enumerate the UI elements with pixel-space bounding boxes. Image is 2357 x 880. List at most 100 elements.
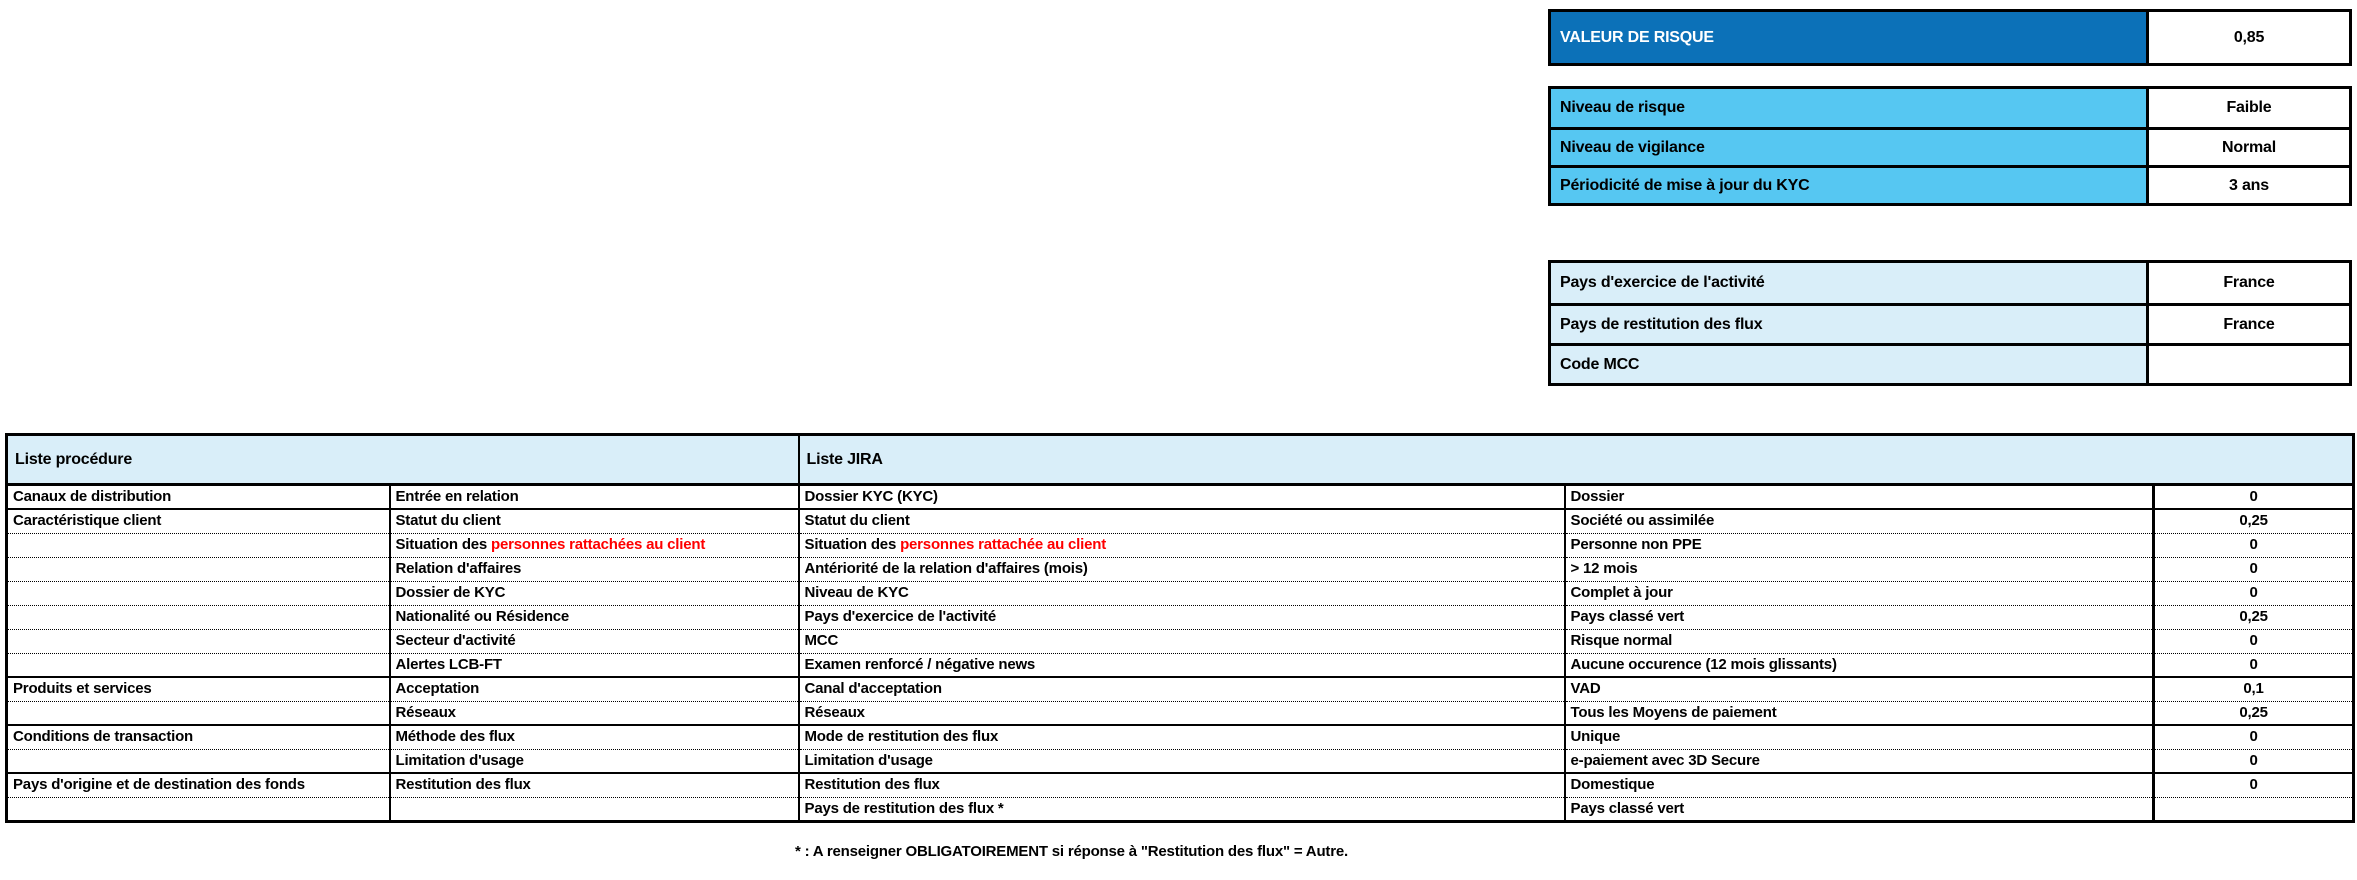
cell-jira[interactable]: Mode de restitution des flux (797, 724, 1565, 749)
risk-level-value-cell[interactable]: Faible (2149, 89, 2349, 127)
cell-value-text: Société ou assimilée (1570, 512, 1715, 530)
cell-value[interactable]: Société ou assimilée (1563, 508, 2154, 533)
cell-jira[interactable]: Restitution des flux (797, 772, 1565, 797)
cell-jira[interactable]: Niveau de KYC (797, 580, 1565, 605)
activity-country-label-cell[interactable]: Pays d'exercice de l'activité (1551, 263, 2149, 303)
cell-value[interactable]: Dossier (1563, 483, 2154, 509)
cell-procedure[interactable]: Entrée en relation (388, 483, 799, 509)
cell-category[interactable] (6, 556, 390, 581)
flux-country-value-cell[interactable]: France (2149, 306, 2349, 343)
cell-jira[interactable]: Pays de restitution des flux * (797, 796, 1565, 821)
cell-value[interactable]: Tous les Moyens de paiement (1563, 700, 2154, 725)
cell-jira[interactable]: Antériorité de la relation d'affaires (m… (797, 556, 1565, 581)
cell-score[interactable]: 0 (2152, 556, 2354, 581)
cell-procedure[interactable]: Relation d'affaires (388, 556, 799, 581)
cell-jira[interactable]: Limitation d'usage (797, 748, 1565, 773)
cell-category[interactable]: Conditions de transaction (6, 724, 390, 749)
cell-score[interactable]: 0 (2152, 580, 2354, 605)
cell-procedure[interactable] (388, 796, 799, 821)
cell-value[interactable]: Risque normal (1563, 628, 2154, 653)
cell-category[interactable] (6, 580, 390, 605)
cell-value[interactable]: Complet à jour (1563, 580, 2154, 605)
kyc-update-period-value-cell[interactable]: 3 ans (2149, 168, 2349, 203)
cell-value[interactable]: Pays classé vert (1563, 604, 2154, 629)
cell-procedure[interactable]: Statut du client (388, 508, 799, 533)
cell-score[interactable]: 0 (2152, 652, 2354, 677)
cell-procedure[interactable]: Nationalité ou Résidence (388, 604, 799, 629)
cell-jira[interactable]: Pays d'exercice de l'activité (797, 604, 1565, 629)
cell-value[interactable]: VAD (1563, 676, 2154, 701)
cell-category-text: Caractéristique client (13, 512, 162, 530)
cell-procedure[interactable]: Réseaux (388, 700, 799, 725)
cell-value[interactable]: Domestique (1563, 772, 2154, 797)
cell-jira[interactable]: Dossier KYC (KYC) (797, 483, 1565, 509)
vigilance-level-value-cell[interactable]: Normal (2149, 130, 2349, 165)
cell-score[interactable]: 0,1 (2152, 676, 2354, 701)
cell-value[interactable]: Unique (1563, 724, 2154, 749)
cell-jira[interactable]: Canal d'acceptation (797, 676, 1565, 701)
mcc-code-label-cell[interactable]: Code MCC (1551, 346, 2149, 383)
cell-procedure-text: Situation des (395, 536, 492, 553)
cell-score[interactable]: 0 (2152, 532, 2354, 557)
cell-score[interactable]: 0,25 (2152, 508, 2354, 533)
cell-jira[interactable]: Situation des personnes rattachée au cli… (797, 532, 1565, 557)
mcc-code-value-cell[interactable] (2149, 346, 2349, 383)
vigilance-level-label-cell[interactable]: Niveau de vigilance (1551, 130, 2149, 165)
table-header-row: Liste procédure Liste JIRA (6, 434, 2354, 486)
cell-score[interactable]: 0,25 (2152, 604, 2354, 629)
cell-jira[interactable]: Réseaux (797, 700, 1565, 725)
risk-value-label-cell[interactable]: VALEUR DE RISQUE (1551, 12, 2149, 63)
cell-jira[interactable]: Statut du client (797, 508, 1565, 533)
cell-procedure[interactable]: Limitation d'usage (388, 748, 799, 773)
cell-category[interactable] (6, 796, 390, 821)
cell-value-text: Tous les Moyens de paiement (1570, 703, 1777, 721)
cell-category[interactable]: Pays d'origine et de destination des fon… (6, 772, 390, 797)
cell-value[interactable]: Aucune occurence (12 mois glissants) (1563, 652, 2154, 677)
cell-value[interactable]: e-paiement avec 3D Secure (1563, 748, 2154, 773)
cell-procedure[interactable]: Restitution des flux (388, 772, 799, 797)
cell-score-text: 0,1 (2243, 680, 2264, 698)
cell-category[interactable] (6, 700, 390, 725)
cell-score[interactable]: 0 (2152, 748, 2354, 773)
cell-score[interactable]: 0 (2152, 628, 2354, 653)
flux-country-row: Pays de restitution des flux France (1551, 303, 2349, 343)
cell-category[interactable]: Caractéristique client (6, 508, 390, 533)
cell-procedure-text: Relation d'affaires (395, 560, 522, 577)
cell-value-text: Aucune occurence (12 mois glissants) (1570, 655, 1837, 673)
cell-category[interactable] (6, 628, 390, 653)
cell-category[interactable] (6, 652, 390, 677)
risk-value-cell[interactable]: 0,85 (2149, 12, 2349, 63)
cell-category[interactable] (6, 604, 390, 629)
cell-jira[interactable]: Examen renforcé / négative news (797, 652, 1565, 677)
cell-category[interactable] (6, 748, 390, 773)
risk-level-label-cell[interactable]: Niveau de risque (1551, 89, 2149, 127)
header-liste-procedure[interactable]: Liste procédure (6, 434, 800, 486)
cell-score[interactable]: 0 (2152, 483, 2354, 509)
cell-category[interactable]: Produits et services (6, 676, 390, 701)
cell-procedure[interactable]: Méthode des flux (388, 724, 799, 749)
cell-procedure[interactable]: Dossier de KYC (388, 580, 799, 605)
cell-value[interactable]: Pays classé vert (1563, 796, 2154, 821)
cell-score[interactable] (2152, 796, 2354, 821)
cell-score[interactable]: 0,25 (2152, 700, 2354, 725)
cell-procedure-text: Limitation d'usage (395, 751, 525, 769)
cell-score[interactable]: 0 (2152, 724, 2354, 749)
flux-country-label-cell[interactable]: Pays de restitution des flux (1551, 306, 2149, 343)
cell-procedure[interactable]: Alertes LCB-FT (388, 652, 799, 677)
kyc-update-period-label-cell[interactable]: Périodicité de mise à jour du KYC (1551, 168, 2149, 203)
cell-value[interactable]: Personne non PPE (1563, 532, 2154, 557)
cell-procedure[interactable]: Acceptation (388, 676, 799, 701)
cell-score-text: 0 (2249, 584, 2258, 601)
activity-country-value-cell[interactable]: France (2149, 263, 2349, 303)
cell-procedure-text: Restitution des flux (395, 776, 531, 794)
cell-procedure[interactable]: Secteur d'activité (388, 628, 799, 653)
cell-jira[interactable]: MCC (797, 628, 1565, 653)
cell-jira-text: Dossier KYC (KYC) (804, 488, 938, 505)
cell-value[interactable]: > 12 mois (1563, 556, 2154, 581)
cell-category[interactable] (6, 532, 390, 557)
cell-procedure[interactable]: Situation des personnes rattachées au cl… (388, 532, 799, 557)
header-liste-jira[interactable]: Liste JIRA (798, 434, 2354, 486)
cell-score[interactable]: 0 (2152, 772, 2354, 797)
cell-category[interactable]: Canaux de distribution (6, 483, 390, 509)
cell-jira-text: Canal d'acceptation (804, 680, 943, 698)
